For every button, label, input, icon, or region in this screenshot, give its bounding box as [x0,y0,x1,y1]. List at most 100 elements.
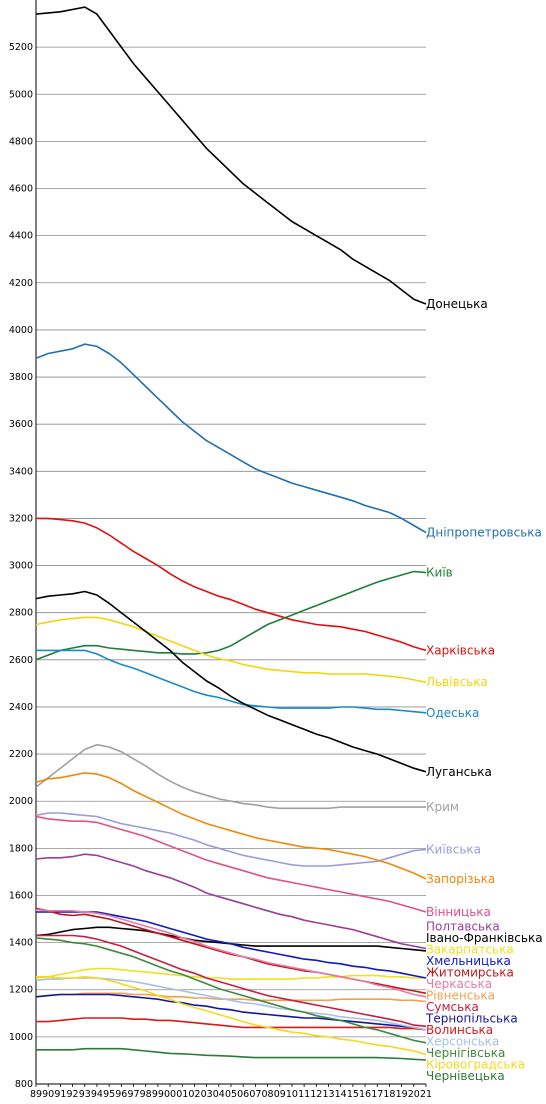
series-label-9: Київська [426,843,481,857]
x-tick-label: 89 [30,1089,42,1100]
series-line-9 [35,812,427,867]
series-label-17: Черкаська [426,977,492,991]
x-tick-label: 03 [201,1089,213,1100]
y-tick-label: 4400 [9,231,33,242]
y-tick-label: 2800 [9,608,33,619]
y-tick-label: 3000 [9,561,33,572]
x-tick-label: 98 [140,1089,152,1100]
x-tick-label: 01 [176,1089,188,1100]
series-line-25 [36,1047,427,1061]
x-tick-label: 95 [103,1089,115,1100]
series-line-12 [35,853,427,950]
x-tick-label: 05 [225,1089,237,1100]
x-tick-label: 15 [347,1089,359,1100]
y-tick-label: 1800 [9,843,33,854]
y-tick-label: 1200 [9,985,33,996]
gridlines [36,46,426,1085]
series-label-24: Кіровоградська [426,1058,525,1072]
x-tick-label: 99 [152,1089,164,1100]
series-line-1 [35,6,427,305]
y-tick-label: 2400 [9,702,33,713]
x-tick-label: 19 [396,1089,408,1100]
series-labels: Донецька Дніпропетровська Київ Харківська Ль… [425,297,543,1083]
series-label-2: Дніпропетровська [426,526,542,540]
series-label-22: Херсонська [426,1035,499,1049]
series-label-1: Донецька [426,297,488,311]
x-tick-label: 00 [164,1089,176,1100]
series-line-24 [36,976,427,1056]
y-tick-label: 1600 [9,890,33,901]
x-tick-label: 18 [383,1089,395,1100]
series-line-6 [36,649,427,714]
x-tick-label: 02 [188,1089,200,1100]
x-tick-label: 97 [127,1089,139,1100]
y-tick-label: 4200 [9,278,33,289]
x-tick-label: 93 [79,1089,91,1100]
x-tick-label: 13 [322,1089,334,1100]
y-tick-label: 2200 [9,749,33,760]
series-label-5: Львівська [426,675,488,689]
x-tick-label: 96 [115,1089,127,1100]
series-line-17 [35,908,427,998]
y-tick-label: 2600 [9,655,33,666]
x-tick-label: 17 [371,1089,383,1100]
x-tick-label: 21 [420,1089,432,1100]
y-tick-label: 4600 [9,184,33,195]
series-line-19 [36,934,427,1028]
x-tick-label: 11 [298,1089,310,1100]
x-tick-label: 90 [42,1089,54,1100]
series-line-7 [35,590,427,773]
series-label-18: Рівненська [426,989,495,1003]
y-tick-label: 1000 [9,1032,33,1043]
x-tick-label: 91 [54,1089,66,1100]
x-tick-label: 16 [359,1089,371,1100]
series-label-4: Київ [426,566,453,580]
series-label-11: Вінницька [426,905,491,919]
series-line-4 [35,570,427,661]
x-tick-label: 20 [408,1089,420,1100]
series-line-20 [35,993,427,1031]
y-tick-label: 5000 [9,89,33,100]
y-tick-label: 2000 [9,796,33,807]
x-tick-label: 07 [249,1089,261,1100]
series-label-21: Волинська [426,1023,493,1037]
x-tick-label: 10 [286,1089,298,1100]
x-tick-label: 09 [274,1089,286,1100]
series-label-10: Запорізька [426,872,495,886]
series-line-23 [35,937,427,1044]
y-tick-label: 3200 [9,513,33,524]
series-line-18 [35,992,427,1003]
series-line-3 [36,517,427,652]
y-tick-label: 3800 [9,372,33,383]
series-line-21 [36,1017,427,1031]
series-label-8: Крим [426,800,459,814]
series-line-2 [35,343,427,534]
series-line-11 [35,815,427,913]
y-tick-label: 4800 [9,136,33,147]
x-tick-label: 12 [310,1089,322,1100]
series-label-12: Полтавська [426,920,500,934]
y-tick-label: 3600 [9,419,33,430]
x-tick-label: 06 [237,1089,249,1100]
series-line-15 [36,911,427,979]
series-label-3: Харківська [426,643,495,657]
y-tick-label: 5200 [9,42,33,53]
series-label-7: Луганська [426,765,492,779]
x-tick-label: 92 [67,1089,79,1100]
series-label-16: Житомирська [426,966,514,980]
series-label-15: Хмельницька [426,954,511,968]
x-tick-label: 94 [91,1089,103,1100]
x-tick-label: 08 [262,1089,274,1100]
series-line-5 [35,616,427,683]
series-line-14 [35,967,426,980]
axes: 8001000120014001600180020002200240026002… [9,0,432,1100]
series-label-25: Чернівецька [426,1069,505,1083]
series-label-14: Закарпатська [426,943,514,957]
y-tick-label: 4000 [9,325,33,336]
x-tick-label: 14 [335,1089,347,1100]
series-line-10 [35,772,427,880]
series-label-6: Одеська [426,706,479,720]
series-label-23: Чернігівська [426,1046,505,1060]
